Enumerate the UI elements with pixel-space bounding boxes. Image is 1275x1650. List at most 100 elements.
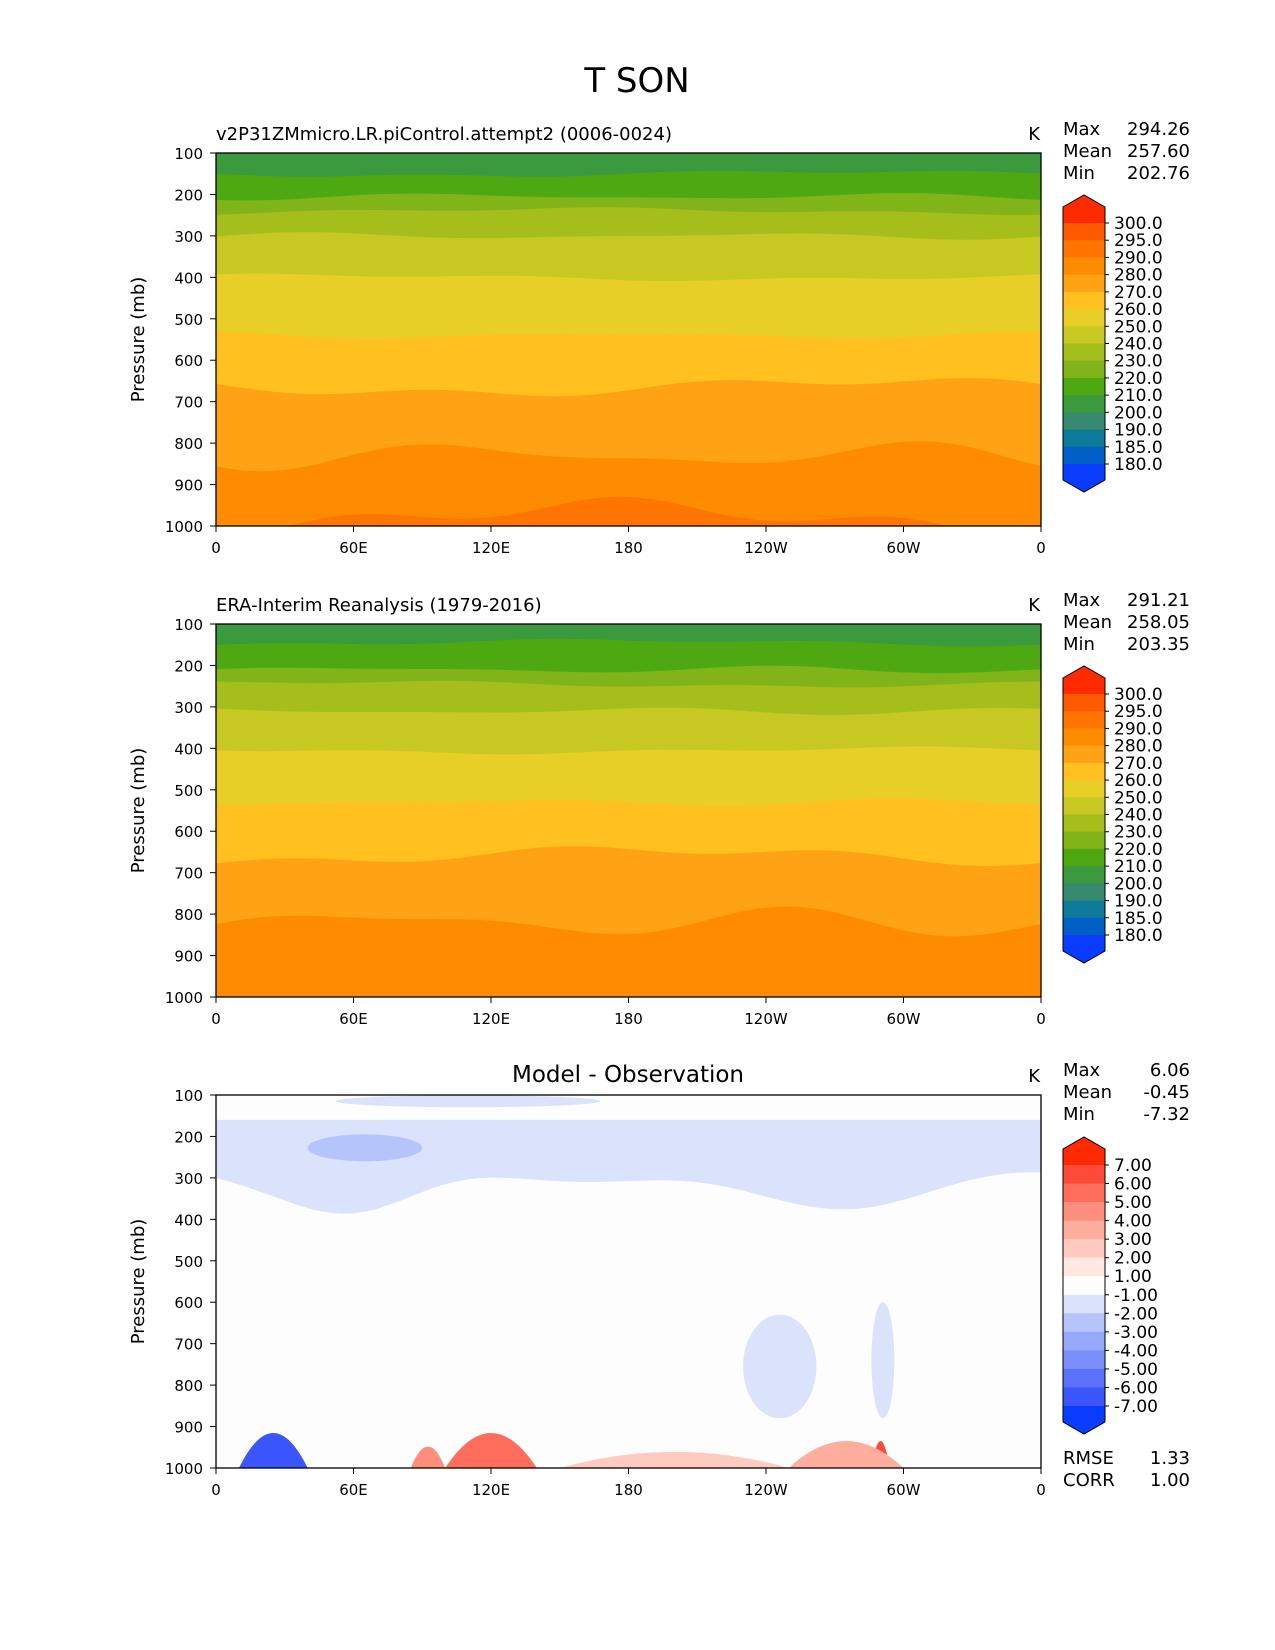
stats-mean-value: 257.60: [1127, 141, 1190, 162]
stats-corr-label: CORR: [1063, 1470, 1115, 1491]
y-tick-label: 200: [174, 1128, 203, 1146]
colorbar-swatch: [1063, 223, 1105, 241]
panel-model-axes: 100 200 300 400 500 600 700 800 900 1000 0 60E 120E 1…: [128, 145, 1046, 557]
colorbar-label: 290.0: [1114, 719, 1163, 739]
y-tick-label: 900: [174, 477, 203, 495]
colorbar-swatch: [1063, 1202, 1105, 1222]
colorbar-swatch: [1063, 883, 1105, 902]
panel-model: v2P31ZMmicro.LR.piControl.attempt2 (0006…: [128, 119, 1190, 557]
y-axis-label: Pressure (mb): [128, 1219, 149, 1345]
stats-max-label: Max: [1063, 590, 1101, 611]
colorbar-swatch: [1063, 1294, 1105, 1314]
colorbar-label: 1.00: [1114, 1267, 1152, 1287]
y-axis-label: Pressure (mb): [128, 277, 149, 403]
panel-diff-units: K: [1028, 1066, 1041, 1087]
x-tick-label: 60W: [887, 1481, 921, 1499]
stats-mean-value: 258.05: [1127, 612, 1190, 633]
x-tick-label: 0: [1036, 1481, 1046, 1499]
y-tick-label: 300: [174, 1170, 203, 1188]
y-tick-label: 200: [174, 657, 203, 675]
y-axis-label: Pressure (mb): [128, 748, 149, 874]
x-tick-label: 60E: [339, 1481, 368, 1499]
colorbar-swatch: [1063, 412, 1105, 431]
colorbar-label: 4.00: [1114, 1212, 1152, 1232]
colorbar-swatch: [1063, 1387, 1105, 1407]
colorbar-label: 250.0: [1114, 317, 1163, 337]
panel-obs-colorbar: 300.0295.0290.0280.0270.0260.0250.0240.0…: [1062, 665, 1163, 964]
y-tick-label: 700: [174, 394, 203, 412]
colorbar-swatch: [1063, 360, 1105, 379]
stats-mean-label: Mean: [1063, 141, 1112, 162]
colorbar-swatch: [1063, 694, 1105, 712]
panel-model-title: v2P31ZMmicro.LR.piControl.attempt2 (0006…: [216, 124, 672, 145]
colorbar-label: 200.0: [1114, 403, 1163, 423]
colorbar-swatch: [1063, 1331, 1105, 1351]
colorbar-label: 185.0: [1114, 438, 1163, 458]
figure-title: T SON: [583, 61, 689, 101]
temp-band-9: [216, 497, 1041, 526]
y-tick-label: 100: [174, 1087, 203, 1105]
stats-min-label: Min: [1063, 634, 1095, 655]
colorbar-swatch: [1063, 831, 1105, 850]
colorbar-label: 300.0: [1114, 214, 1163, 234]
x-tick-label: 120E: [472, 539, 510, 557]
y-tick-label: 600: [174, 1294, 203, 1312]
y-tick-label: 100: [174, 145, 203, 163]
colorbar-swatch: [1063, 274, 1105, 293]
stats-rmse-label: RMSE: [1063, 1448, 1114, 1469]
colorbar-label: 240.0: [1114, 806, 1163, 826]
x-tick-label: 0: [211, 1481, 221, 1499]
colorbar-swatch: [1063, 343, 1105, 362]
y-tick-label: 300: [174, 228, 203, 246]
colorbar-label: 185.0: [1114, 909, 1163, 929]
panel-obs: ERA-Interim Reanalysis (1979-2016) K 100…: [128, 590, 1190, 1028]
colorbar-swatch: [1063, 1257, 1105, 1277]
colorbar-swatch: [1063, 1220, 1105, 1240]
diff-positive-9: [559, 1451, 789, 1468]
x-tick-label: 120W: [744, 1010, 788, 1028]
colorbar-swatch: [1063, 446, 1105, 465]
colorbar-extend-max: [1063, 666, 1105, 694]
x-tick-label: 120E: [472, 1481, 510, 1499]
diff-positive-6: [410, 1446, 446, 1468]
diff-negative-2: [743, 1314, 817, 1419]
panel-model-colorbar: 300.0295.0290.0280.0270.0260.0250.0240.0…: [1062, 194, 1163, 493]
colorbar-swatch: [1063, 309, 1105, 327]
stats-mean-label: Mean: [1063, 612, 1112, 633]
y-tick-label: 400: [174, 740, 203, 758]
colorbar-swatch: [1063, 240, 1105, 258]
stats-min-label: Min: [1063, 1104, 1095, 1125]
stats-min-value: 202.76: [1127, 163, 1190, 184]
panel-diff-plot: [216, 1095, 1041, 1468]
colorbar-label: 210.0: [1114, 857, 1163, 877]
colorbar-swatch: [1063, 1313, 1105, 1333]
y-tick-label: 500: [174, 1253, 203, 1271]
colorbar-swatch: [1063, 780, 1105, 798]
panel-model-units: K: [1028, 124, 1041, 145]
stats-max-value: 6.06: [1150, 1060, 1190, 1081]
y-tick-label: 800: [174, 906, 203, 924]
colorbar-outline: [1062, 1136, 1106, 1435]
colorbar-label: 230.0: [1114, 823, 1163, 843]
colorbar-label: 190.0: [1114, 421, 1163, 441]
panel-diff-colorbar: 7.006.005.004.003.002.001.00-1.00-2.00-3…: [1062, 1136, 1158, 1435]
colorbar-swatch: [1063, 257, 1105, 276]
panel-diff-axes: 100 200 300 400 500 600 700 800 900 1000 0 60E 120E 1…: [128, 1087, 1046, 1499]
colorbar-label: 295.0: [1114, 702, 1163, 722]
colorbar-label: 220.0: [1114, 840, 1163, 860]
x-tick-label: 120W: [744, 1481, 788, 1499]
colorbar-swatch: [1063, 1276, 1105, 1296]
x-tick-label: 0: [1036, 1010, 1046, 1028]
x-tick-label: 180: [614, 539, 643, 557]
colorbar-swatch: [1063, 814, 1105, 833]
colorbar-label: -7.00: [1114, 1397, 1158, 1417]
colorbar-extend-min: [1063, 935, 1105, 963]
y-tick-label: 600: [174, 823, 203, 841]
colorbar-swatch: [1063, 395, 1105, 413]
x-tick-label: 120E: [472, 1010, 510, 1028]
diff-positive-5: [445, 1432, 537, 1468]
colorbar-swatch: [1063, 1183, 1105, 1203]
stats-max-value: 294.26: [1127, 119, 1190, 140]
diff-negative-band: [216, 1119, 1041, 1214]
